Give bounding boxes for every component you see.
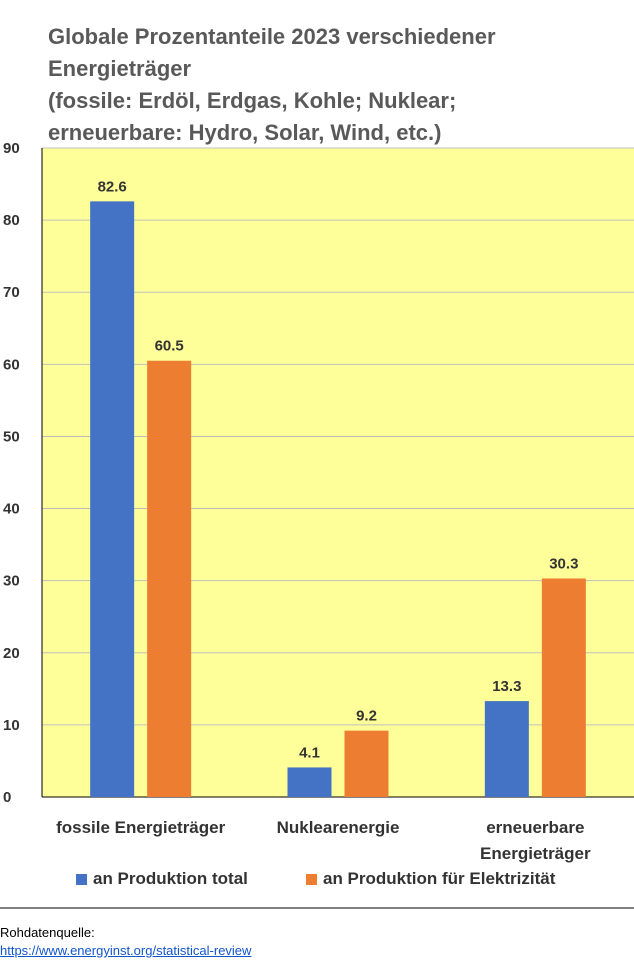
x-axis: fossile Energieträger Nuklearenergie erneu… — [42, 796, 634, 863]
legend-swatch — [76, 874, 87, 885]
legend-label: an Produktion total — [93, 869, 248, 888]
y-tick-label: 50 — [3, 428, 20, 445]
y-tick-label: 40 — [3, 501, 20, 518]
bar — [541, 578, 586, 797]
y-tick-label: 10 — [3, 717, 20, 734]
plot-area — [42, 147, 634, 798]
chart-title-line: (fossile: Erdöl, Erdgas, Kohle; Nuklear; — [48, 88, 456, 113]
data-label: 9.2 — [356, 708, 377, 725]
bar — [90, 201, 135, 797]
chart-title-line: erneuerbare: Hydro, Solar, Wind, etc.) — [48, 120, 441, 145]
source-link[interactable]: https://www.energyinst.org/statistical-r… — [0, 943, 252, 958]
chart-title-line: Globale Prozentanteile 2023 verschiedene… — [48, 24, 496, 49]
bar — [147, 360, 192, 797]
y-tick-label: 30 — [3, 573, 20, 590]
y-tick-label: 90 — [3, 140, 20, 157]
legend-label: an Produktion für Elektrizität — [323, 869, 556, 888]
chart-title-line: Energieträger — [48, 56, 191, 81]
y-tick-label: 60 — [3, 356, 20, 373]
data-label: 30.3 — [549, 556, 578, 573]
data-label: 60.5 — [155, 338, 184, 355]
x-category-label: Energieträger — [480, 844, 591, 863]
bars — [90, 201, 586, 797]
data-labels: 82.6 60.5 4.1 9.2 13.3 30.3 — [98, 178, 579, 761]
source-note: Rohdatenquelle: https://www.energyinst.o… — [0, 924, 251, 960]
x-category-label: Nuklearenergie — [277, 818, 400, 837]
chart-title: Globale Prozentanteile 2023 verschiedene… — [48, 24, 496, 145]
data-label: 82.6 — [98, 178, 127, 195]
bar — [484, 701, 529, 797]
plot-background — [42, 148, 634, 797]
x-category-label: erneuerbare — [486, 818, 584, 837]
source-label: Rohdatenquelle: — [0, 925, 95, 940]
legend: an Produktion total an Produktion für Ele… — [0, 869, 634, 909]
y-tick-label: 0 — [3, 789, 11, 806]
data-label: 13.3 — [492, 678, 521, 695]
x-category-label: fossile Energieträger — [56, 818, 226, 837]
y-tick-label: 20 — [3, 645, 20, 662]
data-label: 4.1 — [299, 744, 320, 761]
bar — [287, 767, 332, 797]
legend-swatch — [306, 874, 317, 885]
bar — [344, 730, 389, 797]
y-tick-label: 70 — [3, 284, 20, 301]
y-axis: 0 10 20 30 40 50 60 70 80 90 — [3, 140, 43, 806]
y-tick-label: 80 — [3, 212, 20, 229]
